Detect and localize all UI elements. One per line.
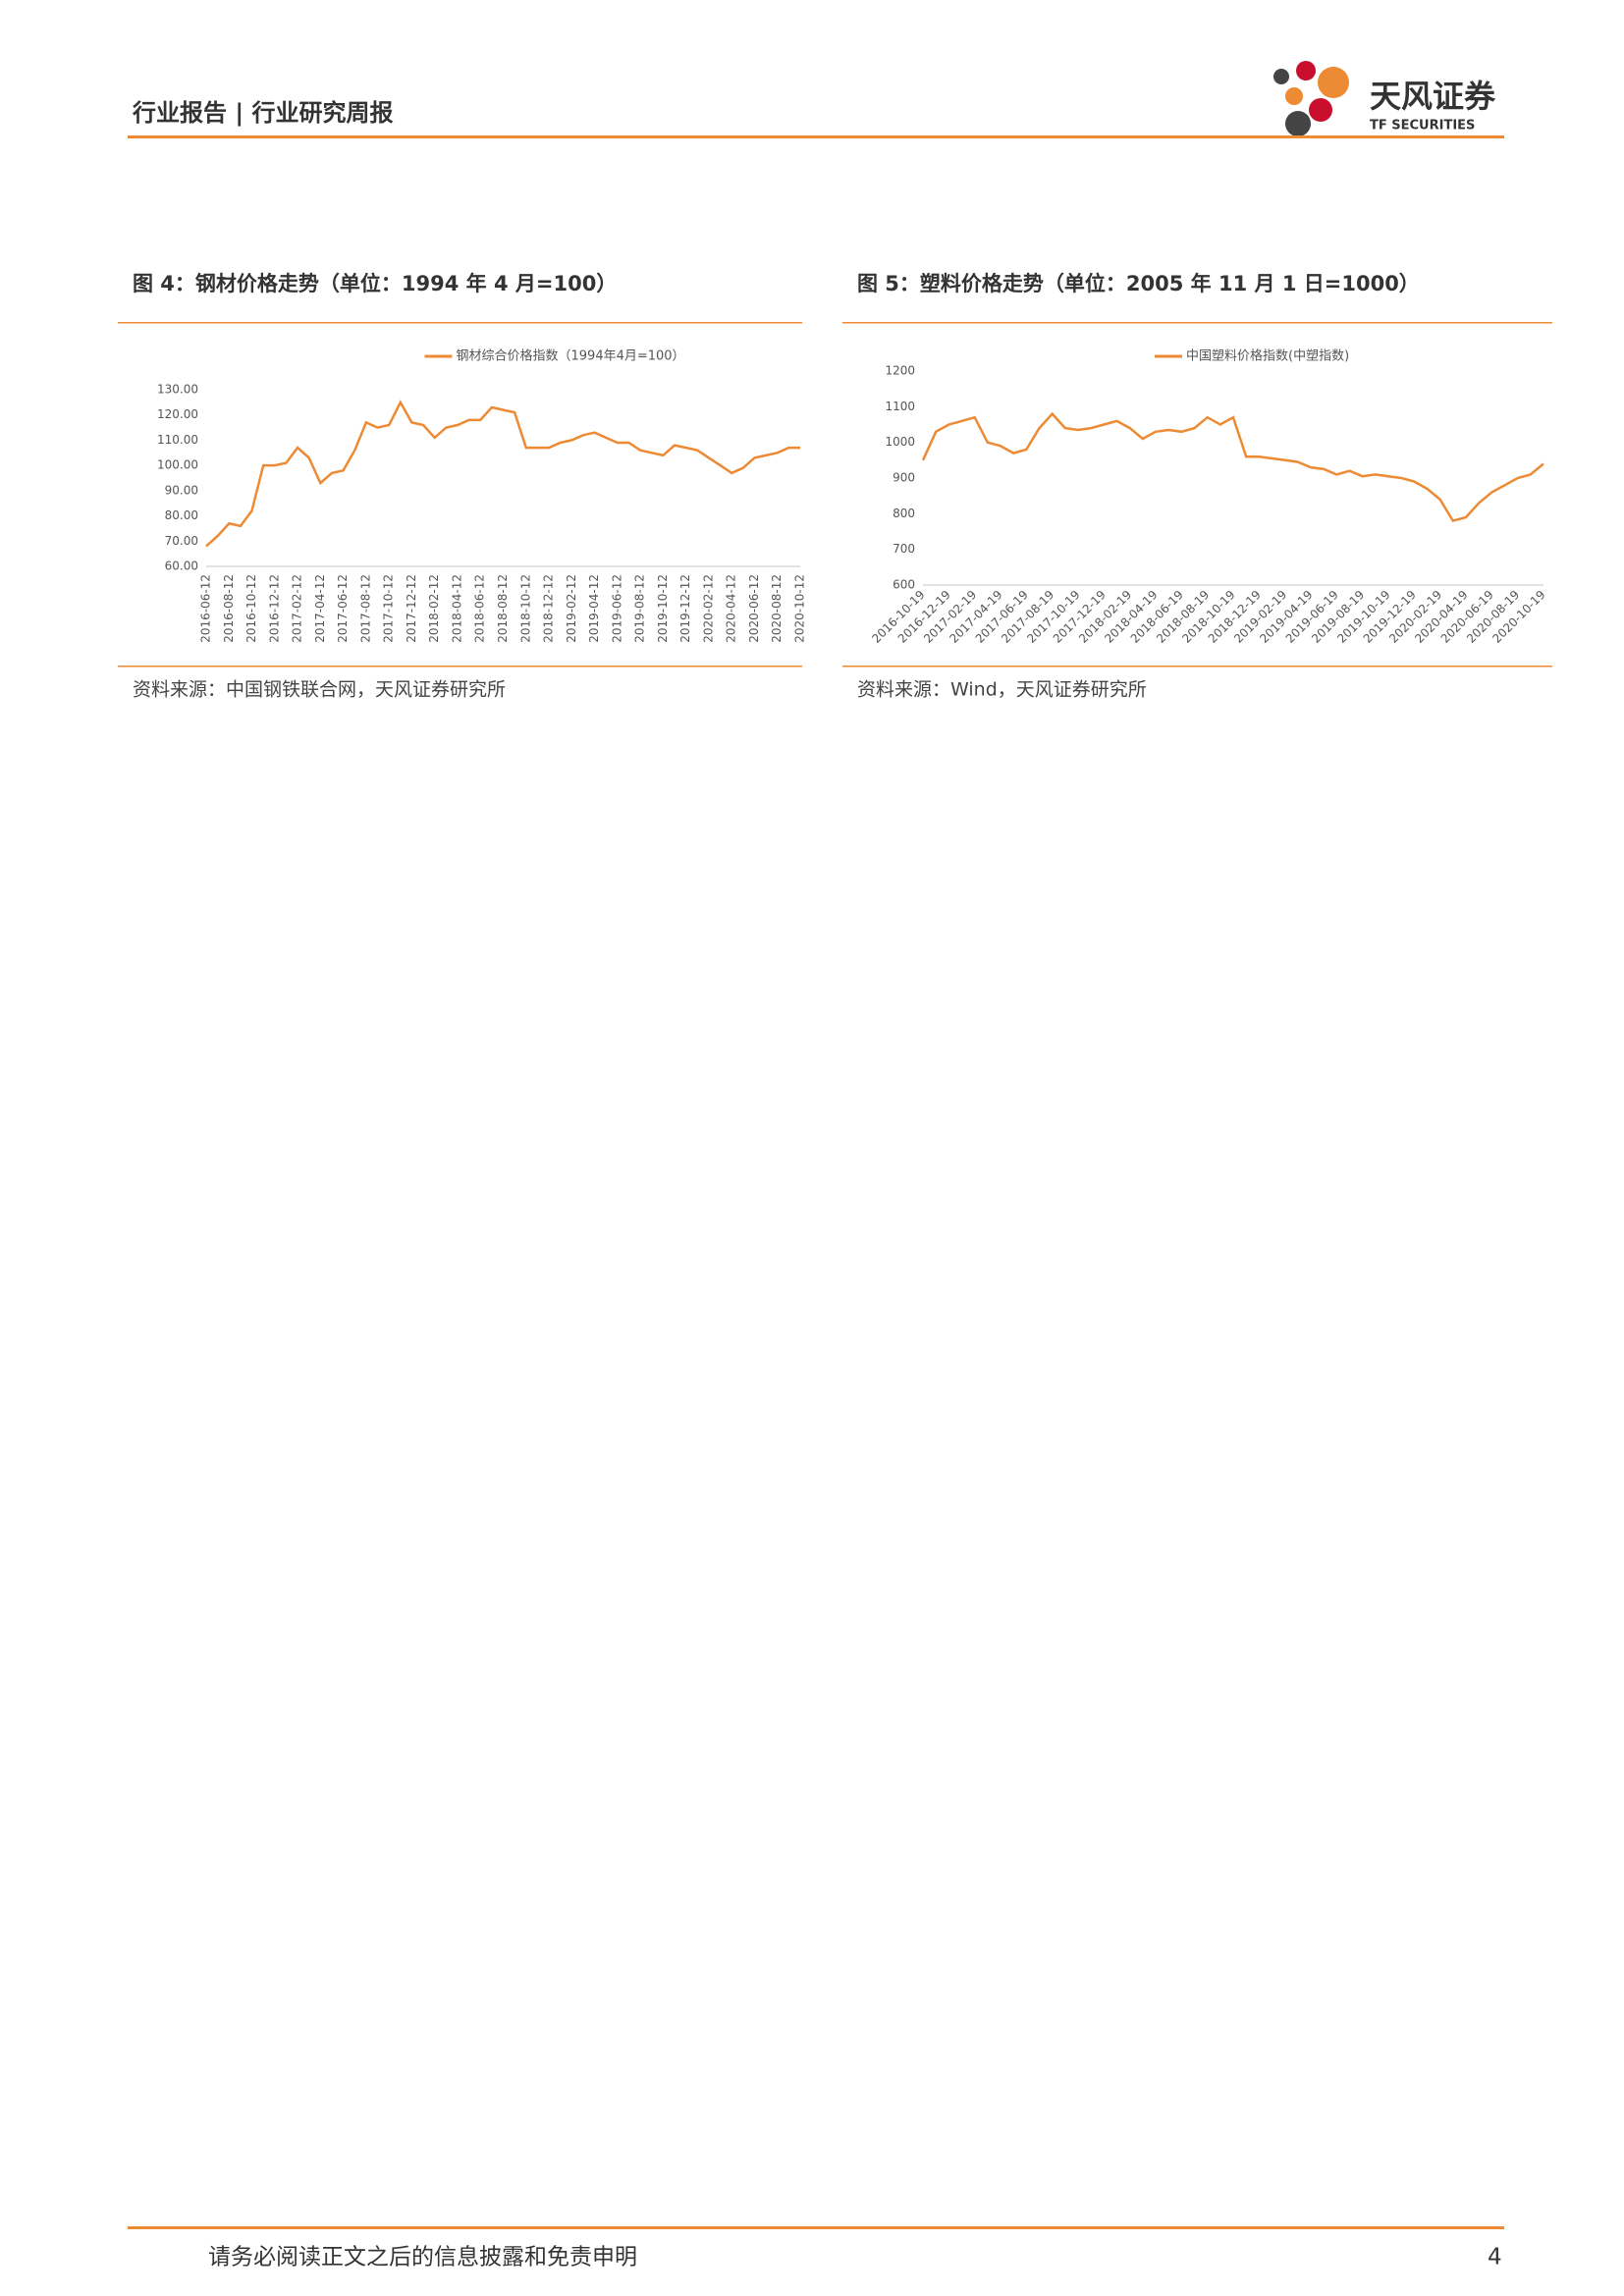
x-tick-label: 2016-06-12 bbox=[199, 574, 213, 643]
y-tick-label: 80.00 bbox=[165, 508, 198, 522]
y-tick-label: 110.00 bbox=[157, 433, 198, 447]
x-tick-label: 2017-12-12 bbox=[405, 574, 418, 643]
y-tick-label: 90.00 bbox=[165, 483, 198, 497]
x-tick-label: 2020-02-12 bbox=[701, 574, 715, 643]
y-tick-label: 130.00 bbox=[157, 383, 198, 397]
y-tick-label: 70.00 bbox=[165, 534, 198, 548]
x-tick-label: 2017-02-12 bbox=[291, 574, 304, 643]
x-tick-label: 2019-02-12 bbox=[565, 574, 578, 643]
x-tick-label: 2019-08-12 bbox=[633, 574, 647, 643]
footer-rule bbox=[128, 2226, 1504, 2229]
y-tick-label: 60.00 bbox=[165, 560, 198, 573]
x-tick-label: 2019-10-12 bbox=[656, 574, 670, 643]
x-tick-label: 2020-10-12 bbox=[793, 574, 807, 643]
x-tick-label: 2016-12-12 bbox=[267, 574, 281, 643]
y-tick-label: 600 bbox=[893, 578, 915, 592]
x-tick-label: 2017-06-12 bbox=[336, 574, 350, 643]
y-tick-label: 1000 bbox=[885, 435, 915, 449]
legend-label: 中国塑料价格指数(中塑指数) bbox=[1186, 348, 1349, 364]
x-tick-label: 2019-04-12 bbox=[587, 574, 601, 643]
x-tick-label: 2018-10-12 bbox=[518, 574, 532, 643]
figure-title: 图 5：塑料价格走势（单位：2005 年 11 月 1 日=1000） bbox=[857, 272, 1420, 295]
y-tick-label: 800 bbox=[893, 507, 915, 520]
legend-label: 钢材综合价格指数（1994年4月=100） bbox=[457, 348, 685, 364]
header-title: 行业报告 | 行业研究周报 bbox=[132, 99, 393, 127]
rule bbox=[842, 666, 1552, 667]
page-number: 4 bbox=[1488, 2245, 1502, 2270]
x-tick-label: 2020-06-12 bbox=[747, 574, 761, 643]
y-tick-label: 100.00 bbox=[157, 458, 198, 472]
logo-en: TF SECURITIES bbox=[1370, 119, 1475, 133]
y-tick-label: 700 bbox=[893, 542, 915, 556]
x-tick-label: 2020-04-12 bbox=[725, 574, 738, 643]
footer-text: 请务必阅读正文之后的信息披露和免责申明 bbox=[208, 2245, 637, 2270]
y-tick-label: 1200 bbox=[885, 364, 915, 378]
x-tick-label: 2020-08-12 bbox=[770, 574, 784, 643]
x-tick-label: 2019-12-12 bbox=[678, 574, 692, 643]
x-tick-label: 2016-10-12 bbox=[244, 574, 258, 643]
y-tick-label: 900 bbox=[893, 471, 915, 485]
x-tick-label: 2017-08-12 bbox=[358, 574, 372, 643]
x-tick-label: 2018-04-12 bbox=[450, 574, 463, 643]
y-tick-label: 120.00 bbox=[157, 407, 198, 421]
x-tick-label: 2017-10-12 bbox=[382, 574, 396, 643]
source: 资料来源：Wind，天风证券研究所 bbox=[857, 679, 1147, 701]
header-rule bbox=[128, 135, 1504, 138]
x-tick-label: 2018-06-12 bbox=[473, 574, 487, 643]
data-line bbox=[921, 411, 1544, 523]
figure-title: 图 4：钢材价格走势（单位：1994 年 4 月=100） bbox=[133, 272, 617, 295]
data-line bbox=[205, 400, 800, 548]
x-tick-label: 2017-04-12 bbox=[313, 574, 327, 643]
x-tick-label: 2018-02-12 bbox=[427, 574, 441, 643]
rule bbox=[118, 322, 802, 324]
rule bbox=[842, 322, 1552, 324]
rule bbox=[118, 666, 802, 667]
x-tick-label: 2019-06-12 bbox=[610, 574, 623, 643]
x-tick-label: 2018-08-12 bbox=[496, 574, 510, 643]
y-tick-label: 1100 bbox=[885, 400, 915, 413]
logo bbox=[1273, 61, 1349, 136]
x-tick-label: 2018-12-12 bbox=[542, 574, 556, 643]
logo-cn: 天风证券 bbox=[1370, 78, 1496, 115]
x-tick-label: 2016-08-12 bbox=[222, 574, 236, 643]
source: 资料来源：中国钢铁联合网，天风证券研究所 bbox=[133, 679, 506, 701]
